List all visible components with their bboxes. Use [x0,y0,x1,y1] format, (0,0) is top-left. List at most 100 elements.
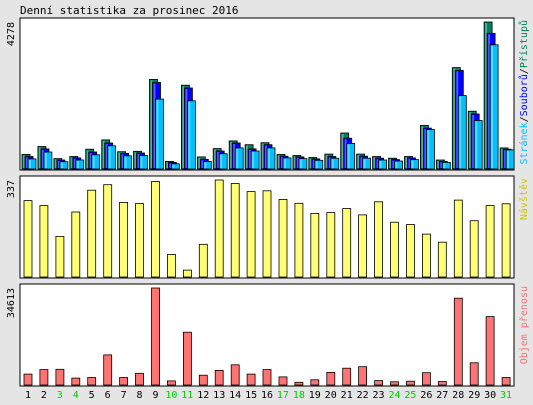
bar-stránek-day-3 [59,161,69,170]
bar-stránek-day-11 [186,100,196,170]
bar-visits-day-23 [374,201,384,278]
x-tick-label-day-10: 10 [165,390,177,401]
x-tick-label-day-5: 5 [89,390,95,401]
bar-kbytes-day-2 [39,369,49,386]
x-tick-label-day-30: 30 [484,390,496,401]
x-tick-label-day-17: 17 [277,390,289,401]
bar-shine-souborů-day-25 [408,158,411,168]
x-tick-label-day-15: 15 [245,390,257,401]
bar-stránek-day-19 [314,159,324,170]
bar-stránek-day-23 [378,159,388,170]
bar-stránek-day-6 [107,145,117,170]
bar-visits-day-24 [390,221,399,278]
bar-shine-souborů-day-27 [440,162,443,168]
bar-visits-day-3 [55,235,65,278]
bar-shine-stránek-day-9 [156,100,159,168]
x-tick-label-day-14: 14 [229,390,241,401]
bar-shine-přístupů-day-23 [373,157,376,168]
bar-kbytes-day-7 [119,377,128,386]
bar-stránek-day-13 [218,153,228,170]
bar-visits-day-6 [103,184,113,278]
bar-shine-souborů-day-17 [281,157,283,168]
bar-kbytes-day-21 [342,367,352,386]
panel-2-y-max-label: 337 [6,180,17,198]
x-tick-label-day-9: 9 [152,390,158,401]
legend-entry-3: / [519,68,530,74]
bar-shine-souborů-day-8 [137,154,140,168]
bar-shine-přístupů-day-1 [23,155,25,168]
bar-shine-souborů-day-19 [312,159,315,168]
x-tick-label-day-13: 13 [213,390,225,401]
bar-kbytes-day-25 [406,380,415,386]
bar-visits-day-26 [421,233,431,278]
bar-shine-stránek-day-8 [140,156,143,168]
x-tick-label-day-12: 12 [197,390,209,401]
bar-shine-přístupů-day-10 [166,162,169,168]
bar-shine-přístupů-day-8 [134,152,137,168]
bar-stránek-day-20 [330,157,340,170]
bar-shine-přístupů-day-30 [485,23,488,168]
x-tick-label-day-31: 31 [500,390,512,401]
bar-stránek-day-7 [123,155,132,170]
bar-visits-day-25 [406,224,415,278]
bar-shine-stránek-day-23 [379,161,382,168]
bar-shine-souborů-day-1 [26,157,28,168]
bar-shine-stránek-day-3 [60,162,63,168]
bar-shine-stránek-day-7 [124,156,127,168]
bar-shine-souborů-day-21 [344,139,347,168]
bar-visits-day-28 [453,199,463,278]
bar-shine-přístupů-day-16 [262,143,264,168]
bar-shine-přístupů-day-28 [453,68,456,168]
bar-shine-přístupů-day-12 [198,157,201,168]
bar-kbytes-day-5 [87,377,97,386]
bar-shine-přístupů-day-19 [309,158,312,168]
bar-visits-day-18 [294,202,304,278]
bar-stránek-day-31 [505,149,515,170]
bar-kbytes-day-27 [437,381,447,386]
bar-kbytes-day-12 [198,374,208,386]
bar-shine-stránek-day-18 [299,159,302,168]
bar-shine-stránek-day-25 [411,160,414,168]
bar-visits-day-8 [135,203,144,278]
bar-shine-souborů-day-23 [376,159,379,168]
bar-kbytes-day-11 [182,331,192,386]
bar-shine-přístupů-day-11 [182,86,185,168]
bar-kbytes-day-17 [278,376,288,386]
bar-shine-souborů-day-28 [456,71,459,168]
bar-visits-day-22 [358,214,368,278]
bar-stránek-day-27 [441,161,451,170]
bar-shine-přístupů-day-7 [118,152,121,168]
bar-visits-day-9 [151,181,160,278]
bar-shine-souborů-day-2 [41,149,44,168]
bar-shine-přístupů-day-5 [86,150,89,168]
bar-shine-souborů-day-22 [360,157,363,168]
bar-shine-přístupů-day-18 [293,156,296,168]
bar-shine-stránek-day-26 [427,130,430,168]
bar-shine-souborů-day-3 [57,161,60,168]
x-tick-label-day-22: 22 [357,390,369,401]
bar-kbytes-day-1 [23,373,33,386]
bar-shine-stránek-day-28 [459,96,462,168]
bar-stránek-day-9 [155,98,164,170]
bar-stránek-day-4 [75,159,85,170]
x-tick-label-day-23: 23 [372,390,384,401]
bar-shine-stránek-day-10 [172,164,175,168]
bar-shine-stránek-day-11 [188,101,191,168]
bar-shine-přístupů-day-14 [230,141,233,168]
bar-kbytes-day-19 [310,379,320,386]
bar-stránek-day-14 [234,147,244,170]
bar-kbytes-day-22 [358,366,368,386]
bar-shine-přístupů-day-21 [341,134,344,168]
bar-shine-přístupů-day-3 [54,159,57,168]
bar-shine-přístupů-day-22 [357,155,360,168]
bar-shine-stránek-day-29 [475,121,478,168]
panel-3-y-max-label: 34613 [6,288,17,318]
x-tick-label-day-29: 29 [468,390,480,401]
bar-visits-day-2 [39,205,49,278]
bar-kbytes-day-20 [326,371,336,386]
chart-title: Denní statistika za prosinec 2016 [20,4,239,17]
legend-entry-1: / [519,116,530,122]
x-tick-label-day-28: 28 [452,390,464,401]
